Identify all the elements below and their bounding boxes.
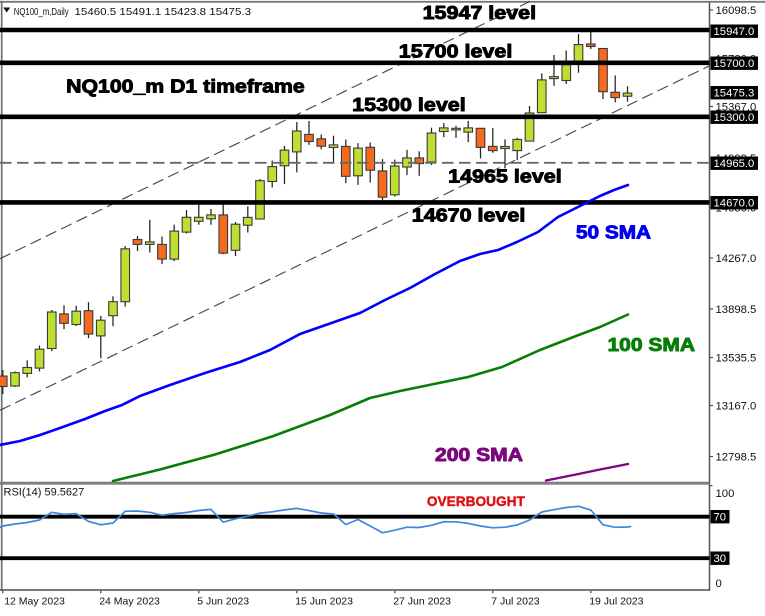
svg-text:14965.0: 14965.0 xyxy=(714,158,755,170)
svg-text:7 Jul 2023: 7 Jul 2023 xyxy=(491,596,540,608)
svg-text:RSI(14) 59.5627: RSI(14) 59.5627 xyxy=(4,487,85,499)
svg-text:0: 0 xyxy=(716,578,722,590)
svg-text:14965 level: 14965 level xyxy=(448,166,562,186)
svg-text:15947.0: 15947.0 xyxy=(714,26,755,38)
svg-text:12798.5: 12798.5 xyxy=(716,452,757,464)
svg-text:12 May 2023: 12 May 2023 xyxy=(4,596,65,608)
svg-text:14670 level: 14670 level xyxy=(412,205,526,225)
svg-text:NQ100_m D1 timeframe: NQ100_m D1 timeframe xyxy=(66,76,304,96)
svg-text:15 Jun 2023: 15 Jun 2023 xyxy=(295,596,353,608)
svg-text:70: 70 xyxy=(714,512,727,524)
svg-text:13898.5: 13898.5 xyxy=(716,304,757,316)
svg-text:27 Jun 2023: 27 Jun 2023 xyxy=(393,596,451,608)
svg-text:15947 level: 15947 level xyxy=(423,3,536,23)
svg-text:16098.5: 16098.5 xyxy=(716,5,757,17)
svg-text:15300 level: 15300 level xyxy=(352,95,466,115)
svg-text:14267.0: 14267.0 xyxy=(716,253,757,265)
svg-text:NQ100_m,Daily: NQ100_m,Daily xyxy=(14,6,70,18)
svg-text:100 SMA: 100 SMA xyxy=(608,335,696,355)
svg-text:OVERBOUGHT: OVERBOUGHT xyxy=(427,493,525,509)
svg-text:15460.5 15491.1 15423.8 15475.: 15460.5 15491.1 15423.8 15475.3 xyxy=(75,6,252,18)
svg-text:15475.3: 15475.3 xyxy=(714,88,755,100)
svg-text:14670.0: 14670.0 xyxy=(714,198,755,210)
svg-text:30: 30 xyxy=(714,553,727,565)
svg-text:15700 level: 15700 level xyxy=(399,42,513,62)
svg-text:13167.0: 13167.0 xyxy=(716,401,757,413)
svg-text:200 SMA: 200 SMA xyxy=(435,445,523,465)
svg-text:24 May 2023: 24 May 2023 xyxy=(99,596,160,608)
svg-text:5 Jun 2023: 5 Jun 2023 xyxy=(197,596,249,608)
svg-text:15700.0: 15700.0 xyxy=(714,58,755,70)
svg-text:100: 100 xyxy=(716,488,735,500)
svg-text:19 Jul 2023: 19 Jul 2023 xyxy=(589,596,643,608)
svg-text:50 SMA: 50 SMA xyxy=(576,223,651,243)
svg-text:13535.5: 13535.5 xyxy=(716,353,757,365)
svg-text:15300.0: 15300.0 xyxy=(714,112,755,124)
